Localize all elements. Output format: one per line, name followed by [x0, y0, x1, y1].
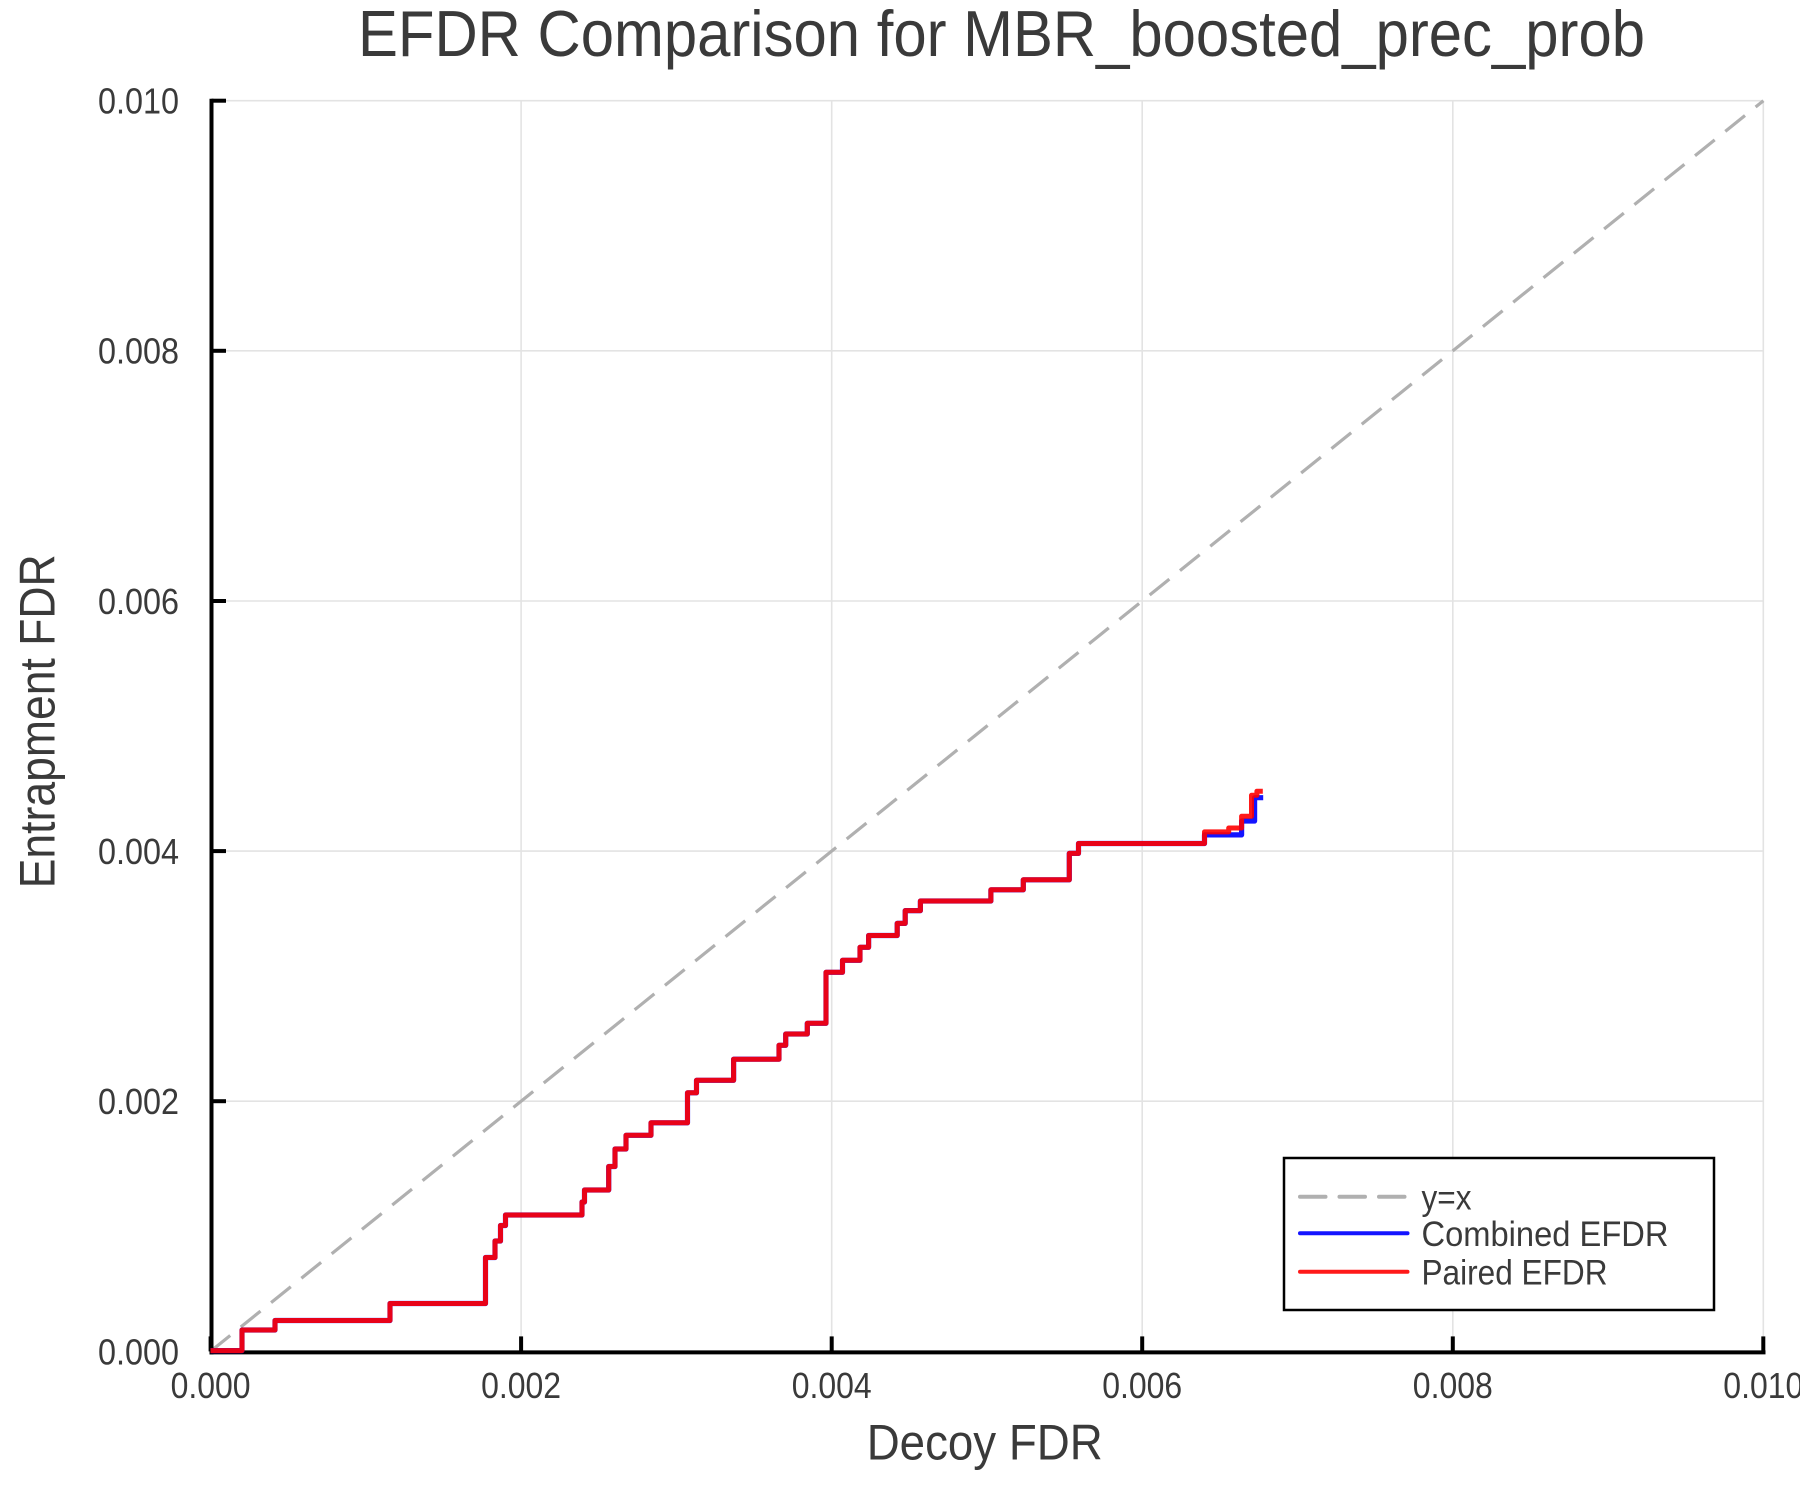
svg-text:0.008: 0.008 — [98, 331, 179, 372]
svg-text:0.010: 0.010 — [98, 81, 179, 122]
svg-text:0.000: 0.000 — [98, 1331, 179, 1372]
svg-text:0.000: 0.000 — [171, 1365, 251, 1406]
svg-text:0.002: 0.002 — [98, 1081, 179, 1122]
svg-text:y=x: y=x — [1422, 1177, 1472, 1217]
svg-text:0.008: 0.008 — [1413, 1365, 1493, 1406]
svg-text:Combined EFDR: Combined EFDR — [1422, 1214, 1669, 1254]
svg-text:0.006: 0.006 — [1102, 1365, 1182, 1406]
svg-text:0.004: 0.004 — [98, 831, 179, 872]
svg-text:0.010: 0.010 — [1723, 1365, 1800, 1406]
svg-text:0.004: 0.004 — [792, 1365, 872, 1406]
svg-text:Entrapment FDR: Entrapment FDR — [9, 554, 65, 888]
svg-text:Decoy FDR: Decoy FDR — [867, 1414, 1103, 1470]
svg-text:EFDR Comparison for MBR_booste: EFDR Comparison for MBR_boosted_prec_pro… — [358, 0, 1645, 70]
svg-text:0.002: 0.002 — [481, 1365, 561, 1406]
svg-text:Paired EFDR: Paired EFDR — [1422, 1253, 1608, 1293]
svg-text:0.006: 0.006 — [98, 581, 179, 622]
